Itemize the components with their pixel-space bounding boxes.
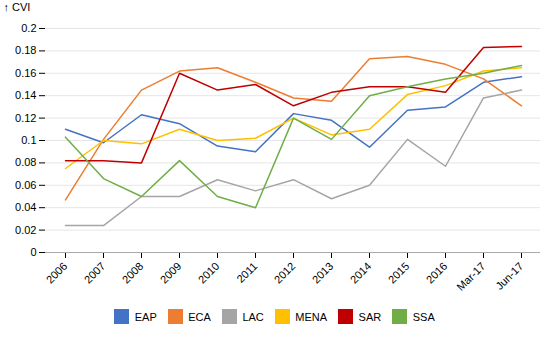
svg-text:0.2: 0.2 xyxy=(21,22,36,34)
svg-text:0.02: 0.02 xyxy=(15,224,36,236)
svg-text:0.14: 0.14 xyxy=(15,89,36,101)
html-text:EAP: EAP xyxy=(134,310,157,323)
html-text:SSA: SSA xyxy=(412,310,435,323)
svg-text:↑ CVI: ↑ CVI xyxy=(4,1,31,13)
html-text:ECA: ECA xyxy=(188,310,211,323)
svg-text:0.16: 0.16 xyxy=(15,67,36,79)
svg-text:2008: 2008 xyxy=(120,260,146,286)
svg-text:2009: 2009 xyxy=(158,260,184,286)
html-text:LAC: LAC xyxy=(242,310,264,323)
svg-text:2014: 2014 xyxy=(348,260,374,286)
svg-text:0.04: 0.04 xyxy=(15,201,36,213)
svg-text:0: 0 xyxy=(30,246,36,258)
svg-text:2015: 2015 xyxy=(386,260,412,286)
svg-text:0.18: 0.18 xyxy=(15,44,36,56)
svg-text:2011: 2011 xyxy=(234,260,259,285)
svg-text:2007: 2007 xyxy=(82,260,108,286)
svg-text:2006: 2006 xyxy=(44,260,70,286)
svg-text:0.08: 0.08 xyxy=(15,156,36,168)
html-text:SAR: SAR xyxy=(358,310,382,323)
svg-text:2012: 2012 xyxy=(272,260,298,286)
svg-text:2016: 2016 xyxy=(424,260,450,286)
svg-text:2013: 2013 xyxy=(310,260,336,286)
svg-text:Jun-17: Jun-17 xyxy=(493,260,525,292)
html-text:MENA: MENA xyxy=(295,310,328,323)
svg-text:Mar-17: Mar-17 xyxy=(454,260,487,293)
svg-text:0.06: 0.06 xyxy=(15,179,36,191)
svg-text:2010: 2010 xyxy=(196,260,222,286)
svg-text:0.12: 0.12 xyxy=(15,112,36,124)
svg-text:0.1: 0.1 xyxy=(21,134,36,146)
